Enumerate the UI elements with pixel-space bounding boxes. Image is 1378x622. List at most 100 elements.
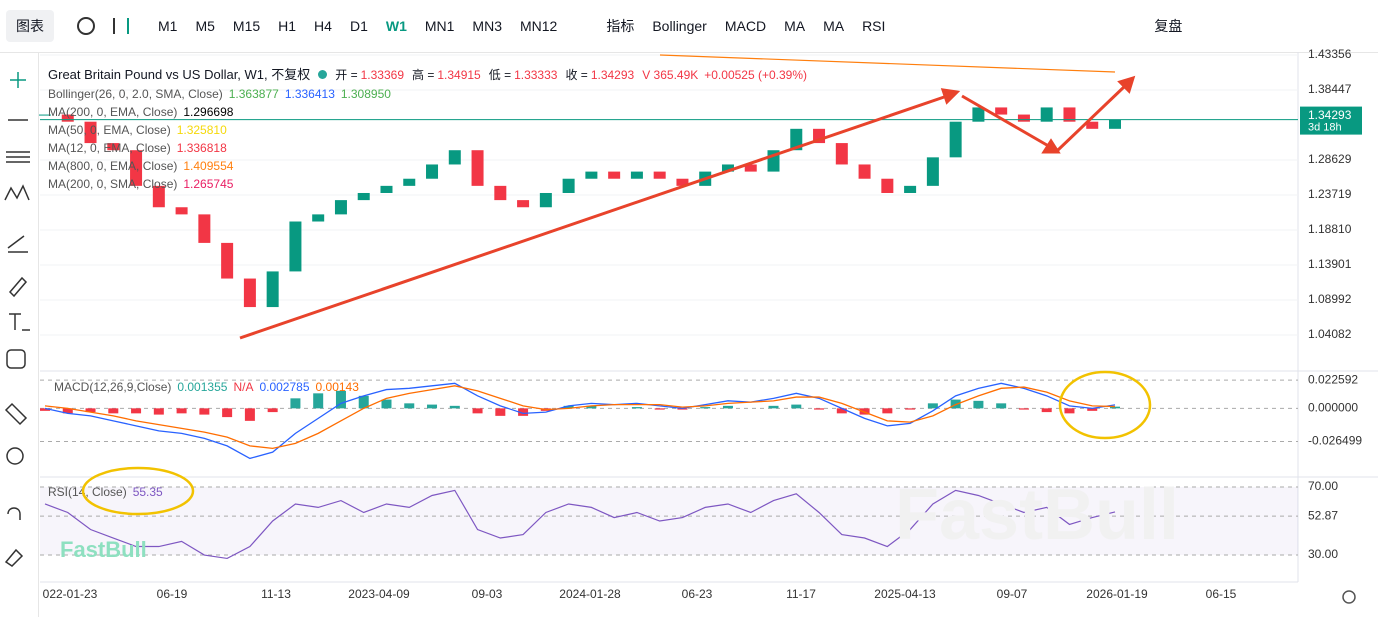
indicator-value: 1.325810 bbox=[176, 123, 227, 137]
study-button[interactable]: MA bbox=[823, 18, 845, 34]
indicator-row: MA(50, 0, EMA, Close) 1.325810 bbox=[48, 123, 807, 137]
candle bbox=[175, 207, 188, 215]
arrow-head bbox=[1041, 138, 1061, 154]
legend-item: N/A bbox=[233, 380, 253, 394]
histogram-bar bbox=[62, 408, 73, 414]
candle bbox=[858, 164, 871, 179]
histogram-bar bbox=[518, 408, 529, 416]
x-tick-label: 09-07 bbox=[997, 587, 1028, 601]
search-icon[interactable] bbox=[77, 17, 95, 35]
candle bbox=[1086, 121, 1099, 129]
brush-icon[interactable] bbox=[8, 276, 28, 298]
tool-icons bbox=[4, 72, 30, 567]
macd-line bbox=[44, 382, 1116, 460]
histogram-bar bbox=[791, 404, 802, 409]
study-button[interactable]: Bollinger bbox=[652, 18, 707, 34]
indicator-row: MA(800, 0, EMA, Close) 1.409554 bbox=[48, 159, 807, 173]
magnet-icon[interactable] bbox=[7, 507, 21, 520]
candle bbox=[517, 200, 530, 208]
crosshair-icon[interactable] bbox=[10, 72, 26, 88]
timeframe-button[interactable]: D1 bbox=[349, 18, 368, 34]
timeframe-button[interactable]: H4 bbox=[314, 18, 332, 34]
x-tick-label: 06-15 bbox=[1206, 587, 1237, 601]
timeframe-button[interactable]: M1 bbox=[158, 18, 178, 34]
study-button[interactable]: RSI bbox=[862, 18, 886, 34]
indicator-name: MA(50, 0, EMA, Close) bbox=[48, 123, 171, 137]
symbol-name: Great Britain Pound vs US Dollar, W1, 不复… bbox=[48, 67, 311, 82]
settings-icon[interactable] bbox=[1342, 590, 1356, 604]
countdown: 3d 18h bbox=[1308, 122, 1342, 134]
timeframe-button[interactable]: M5 bbox=[195, 18, 215, 34]
indicators-button[interactable]: 指标 bbox=[606, 18, 635, 34]
y-tick-label: 1.13901 bbox=[1308, 257, 1352, 271]
candle bbox=[1017, 114, 1030, 122]
histogram-bar bbox=[859, 408, 870, 415]
indicator-value: 1.265745 bbox=[183, 177, 234, 191]
histogram-bar bbox=[540, 408, 551, 411]
histogram-bar bbox=[814, 408, 825, 410]
histogram-bar bbox=[631, 407, 642, 409]
histogram-bar bbox=[313, 393, 324, 409]
replay-button[interactable]: 复盘 bbox=[1154, 18, 1183, 34]
text-icon[interactable] bbox=[9, 313, 30, 331]
timeframe-button[interactable]: MN3 bbox=[472, 18, 502, 34]
indicator-row: Bollinger(26, 0, 2.0, SMA, Close) 1.36387… bbox=[48, 87, 807, 101]
x-tick-label: 09-03 bbox=[472, 587, 503, 601]
ruler-icon[interactable] bbox=[4, 402, 28, 426]
timeframe-button[interactable]: W1 bbox=[385, 18, 407, 34]
histogram-bar bbox=[244, 408, 255, 421]
x-tick-label: 11-13 bbox=[261, 587, 291, 601]
chart-type-icon[interactable] bbox=[113, 18, 129, 34]
candle bbox=[1109, 119, 1121, 129]
y-tick-label: 1.28629 bbox=[1308, 152, 1352, 166]
histogram-bar bbox=[973, 400, 984, 409]
toolbar: 图表 M1 M5 M15 H1 H4 D1 W1 MN1 MN3 MN12 指标 Bollinger MA… bbox=[0, 0, 1378, 53]
fib-icon[interactable] bbox=[6, 151, 30, 163]
candle bbox=[949, 121, 962, 158]
pane-legend: MACD(12,26,9,Close) 0.001355 N/A 0.002785 0.… bbox=[54, 380, 359, 394]
histogram-bar bbox=[358, 395, 369, 409]
indicator-name: Bollinger(26, 0, 2.0, SMA, Close) bbox=[48, 87, 223, 101]
pane-legend: RSI(14, Close) 55.35 bbox=[48, 485, 163, 499]
histogram-bar bbox=[472, 408, 483, 414]
histogram-bar bbox=[40, 408, 50, 411]
candle bbox=[926, 157, 939, 186]
candle bbox=[539, 192, 552, 208]
histogram-bar bbox=[222, 408, 233, 418]
arrow-head bbox=[1117, 75, 1136, 94]
y-tick-label: 30.00 bbox=[1308, 547, 1338, 561]
pattern-icon[interactable] bbox=[4, 184, 30, 201]
candle bbox=[904, 185, 917, 193]
legend-item: 0.001355 bbox=[177, 380, 227, 394]
candle bbox=[1063, 107, 1076, 122]
histogram-bar bbox=[495, 408, 506, 416]
histogram-bar bbox=[700, 407, 711, 409]
highlight-circle bbox=[81, 466, 195, 516]
timeframe-button[interactable]: MN1 bbox=[424, 18, 455, 34]
histogram-bar bbox=[85, 408, 96, 413]
zoom-icon[interactable] bbox=[6, 447, 24, 465]
study-button[interactable]: MA bbox=[784, 18, 806, 34]
timeframe-button[interactable]: MN12 bbox=[519, 18, 558, 34]
y-tick-label: 1.38447 bbox=[1308, 82, 1352, 96]
timeframe-button[interactable]: M15 bbox=[232, 18, 261, 34]
histogram-bar bbox=[586, 405, 597, 409]
legend: Great Britain Pound vs US Dollar, W1, 不复… bbox=[48, 64, 807, 191]
histogram-bar bbox=[722, 405, 733, 409]
x-tick-label: 2024-01-28 bbox=[559, 587, 621, 601]
highlight-circle bbox=[1058, 370, 1152, 440]
histogram-bar bbox=[108, 408, 119, 414]
lock-icon[interactable] bbox=[4, 548, 24, 567]
histogram-bar bbox=[1110, 406, 1120, 409]
histogram-bar bbox=[427, 404, 438, 409]
indicator-name: MA(200, 0, EMA, Close) bbox=[48, 105, 178, 119]
projection-icon[interactable] bbox=[7, 235, 28, 253]
symbol-row: Great Britain Pound vs US Dollar, W1, 不复… bbox=[48, 64, 807, 83]
histogram-bar bbox=[905, 408, 916, 410]
timeframe-button[interactable]: H1 bbox=[278, 18, 297, 34]
indicator-value: 1.409554 bbox=[183, 159, 234, 173]
emoji-icon[interactable] bbox=[6, 349, 26, 369]
study-button[interactable]: MACD bbox=[724, 18, 767, 34]
legend-item: RSI(14, Close) bbox=[48, 485, 127, 499]
chart-menu[interactable]: 图表 bbox=[6, 10, 54, 42]
